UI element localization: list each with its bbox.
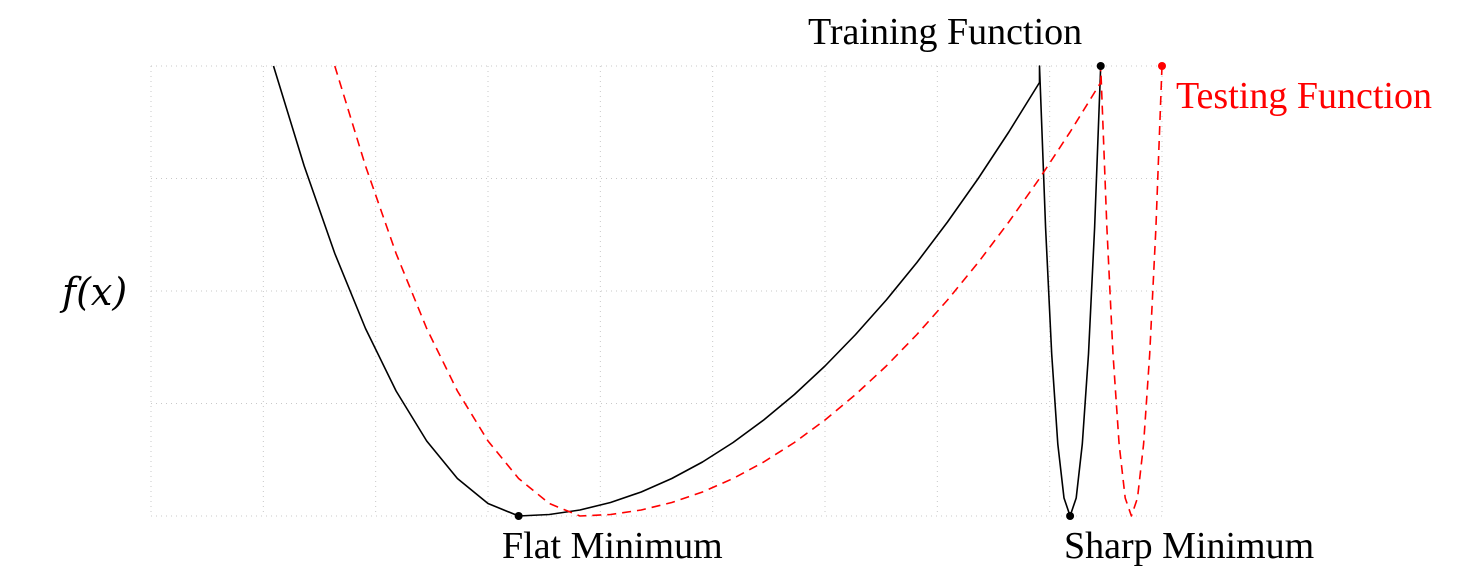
y-axis-label: f(x): [59, 270, 127, 314]
training-point-marker: [1066, 512, 1075, 520]
training-point-marker: [514, 512, 523, 520]
markers: [514, 62, 1166, 520]
training-function-curve: [272, 65, 1102, 517]
testing-point-marker: [1158, 62, 1166, 70]
testing-function-label: Testing Function: [1176, 75, 1432, 117]
training-function-label: Training Function: [808, 11, 1082, 53]
grid: [150, 65, 1163, 517]
flat-minimum-label: Flat Minimum: [502, 525, 723, 567]
sharp-minimum-label: Sharp Minimum: [1064, 525, 1314, 567]
training-point-marker: [1096, 62, 1105, 70]
curves: [272, 65, 1163, 517]
testing-function-curve: [334, 65, 1163, 517]
